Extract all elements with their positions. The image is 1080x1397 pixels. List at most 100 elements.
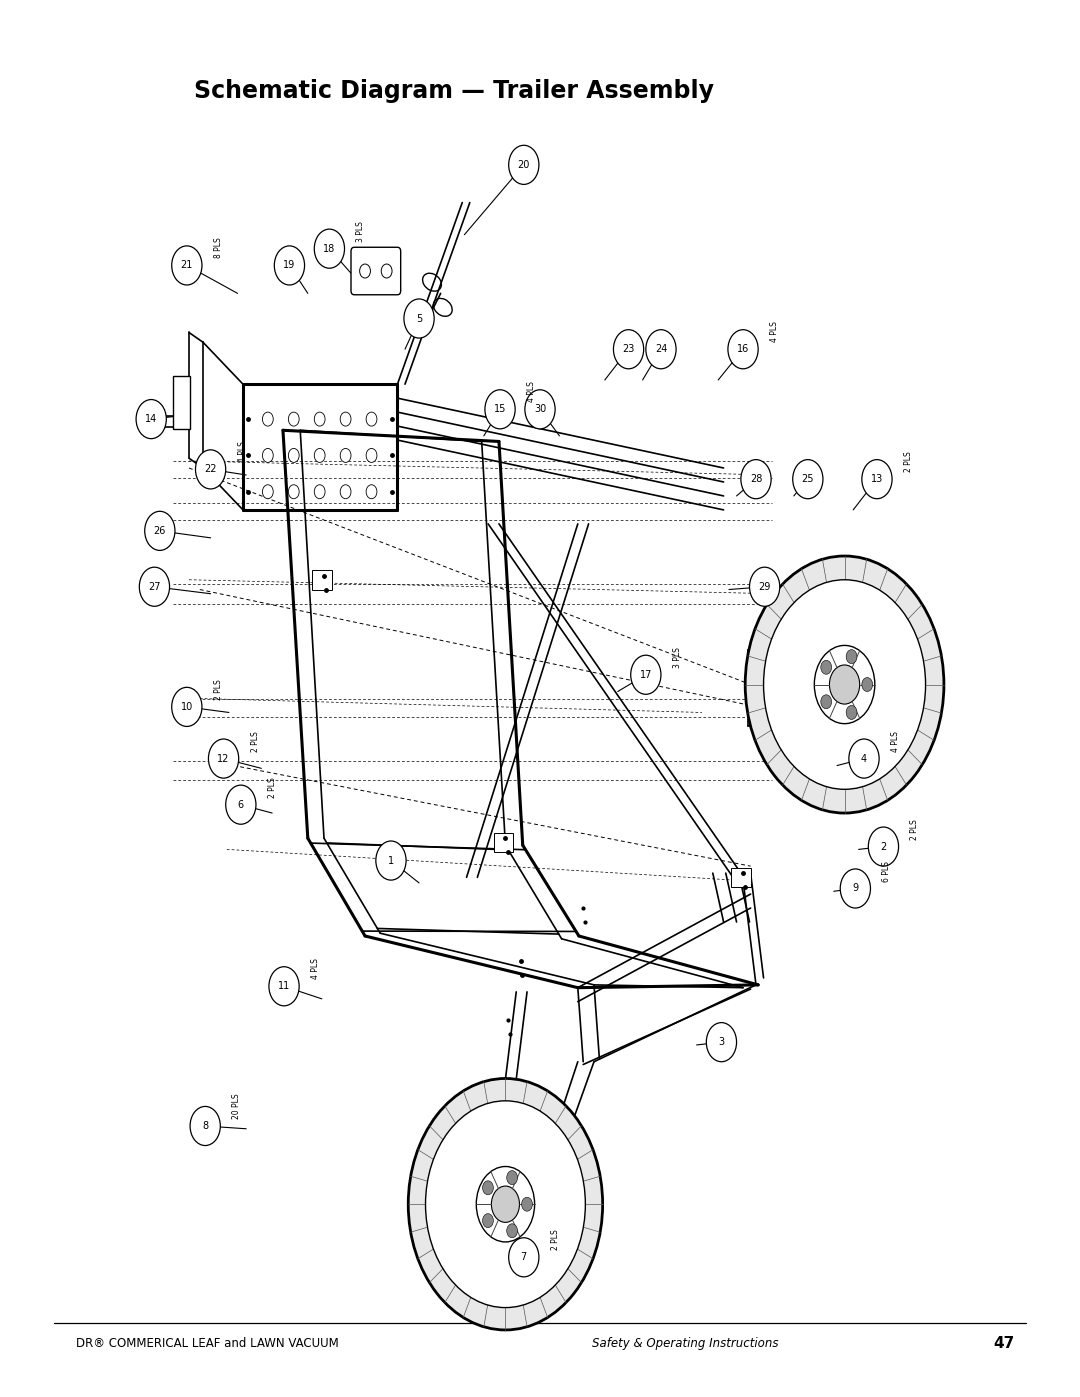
Text: 8: 8	[202, 1120, 208, 1132]
Text: 27: 27	[148, 581, 161, 592]
Circle shape	[340, 485, 351, 499]
Text: 1: 1	[388, 855, 394, 866]
Text: 17: 17	[639, 669, 652, 680]
Circle shape	[314, 229, 345, 268]
Circle shape	[491, 1186, 519, 1222]
Text: 28: 28	[750, 474, 762, 485]
Circle shape	[262, 412, 273, 426]
Circle shape	[381, 264, 392, 278]
Circle shape	[360, 264, 370, 278]
Circle shape	[509, 1238, 539, 1277]
Circle shape	[426, 1101, 585, 1308]
Bar	[173, 376, 190, 429]
Text: Schematic Diagram — Trailer Assembly: Schematic Diagram — Trailer Assembly	[193, 78, 714, 103]
Text: 10: 10	[180, 701, 193, 712]
Circle shape	[613, 330, 644, 369]
Text: 8 PLS: 8 PLS	[214, 237, 222, 258]
Circle shape	[868, 827, 899, 866]
Circle shape	[750, 567, 780, 606]
Circle shape	[172, 687, 202, 726]
Circle shape	[862, 460, 892, 499]
Text: Safety & Operating Instructions: Safety & Operating Instructions	[592, 1337, 779, 1351]
Circle shape	[846, 650, 856, 664]
Text: 6 PLS: 6 PLS	[882, 861, 891, 882]
Text: 20: 20	[517, 159, 530, 170]
Circle shape	[745, 556, 944, 813]
Circle shape	[404, 299, 434, 338]
Circle shape	[849, 739, 879, 778]
Circle shape	[483, 1214, 494, 1228]
Text: 29: 29	[758, 581, 771, 592]
Text: 12: 12	[217, 753, 230, 764]
Text: DR® COMMERICAL LEAF and LAWN VACUUM: DR® COMMERICAL LEAF and LAWN VACUUM	[76, 1337, 342, 1351]
Circle shape	[846, 705, 856, 719]
Text: 16: 16	[737, 344, 750, 355]
Circle shape	[793, 460, 823, 499]
Circle shape	[862, 678, 873, 692]
Circle shape	[728, 330, 758, 369]
Text: 24: 24	[654, 344, 667, 355]
Text: 2 PLS: 2 PLS	[904, 451, 913, 472]
Text: 4 PLS: 4 PLS	[527, 381, 536, 402]
Circle shape	[288, 412, 299, 426]
Text: 21: 21	[180, 260, 193, 271]
Bar	[731, 868, 751, 887]
Text: 3: 3	[718, 1037, 725, 1048]
Circle shape	[366, 485, 377, 499]
Bar	[494, 833, 513, 852]
Text: 3 PLS: 3 PLS	[673, 647, 681, 668]
Text: 11: 11	[278, 981, 291, 992]
Text: 13: 13	[870, 474, 883, 485]
Circle shape	[525, 390, 555, 429]
Circle shape	[376, 841, 406, 880]
Text: 26: 26	[153, 525, 166, 536]
Text: 22: 22	[204, 464, 217, 475]
Text: 25: 25	[801, 474, 814, 485]
Circle shape	[509, 145, 539, 184]
Text: 2 PLS: 2 PLS	[910, 819, 919, 840]
Circle shape	[226, 785, 256, 824]
Circle shape	[262, 485, 273, 499]
Text: 4 PLS: 4 PLS	[891, 731, 900, 752]
Text: 4: 4	[861, 753, 867, 764]
Circle shape	[288, 448, 299, 462]
Circle shape	[366, 448, 377, 462]
Circle shape	[741, 460, 771, 499]
Circle shape	[314, 485, 325, 499]
Circle shape	[172, 246, 202, 285]
Circle shape	[274, 246, 305, 285]
Circle shape	[139, 567, 170, 606]
Circle shape	[814, 645, 875, 724]
Circle shape	[145, 511, 175, 550]
Text: 7: 7	[521, 1252, 527, 1263]
Circle shape	[408, 1078, 603, 1330]
FancyBboxPatch shape	[351, 247, 401, 295]
Circle shape	[340, 448, 351, 462]
Text: 2 PLS: 2 PLS	[551, 1229, 559, 1250]
Circle shape	[821, 661, 832, 675]
Text: 30: 30	[534, 404, 546, 415]
Text: 2: 2	[880, 841, 887, 852]
Text: 15: 15	[494, 404, 507, 415]
Circle shape	[136, 400, 166, 439]
Text: 47: 47	[994, 1337, 1015, 1351]
Circle shape	[646, 330, 676, 369]
Circle shape	[314, 412, 325, 426]
Text: 3 PLS: 3 PLS	[356, 221, 365, 242]
Text: 20 PLS: 20 PLS	[232, 1094, 241, 1119]
Circle shape	[340, 412, 351, 426]
Text: 14: 14	[145, 414, 158, 425]
Text: 2 PLS: 2 PLS	[214, 679, 222, 700]
Circle shape	[507, 1224, 517, 1238]
Text: 23: 23	[622, 344, 635, 355]
Circle shape	[522, 1197, 532, 1211]
Circle shape	[507, 1171, 517, 1185]
Circle shape	[208, 739, 239, 778]
Circle shape	[485, 390, 515, 429]
Circle shape	[262, 448, 273, 462]
Circle shape	[269, 967, 299, 1006]
Circle shape	[314, 448, 325, 462]
Text: 18: 18	[323, 243, 336, 254]
Circle shape	[195, 450, 226, 489]
Circle shape	[829, 665, 860, 704]
